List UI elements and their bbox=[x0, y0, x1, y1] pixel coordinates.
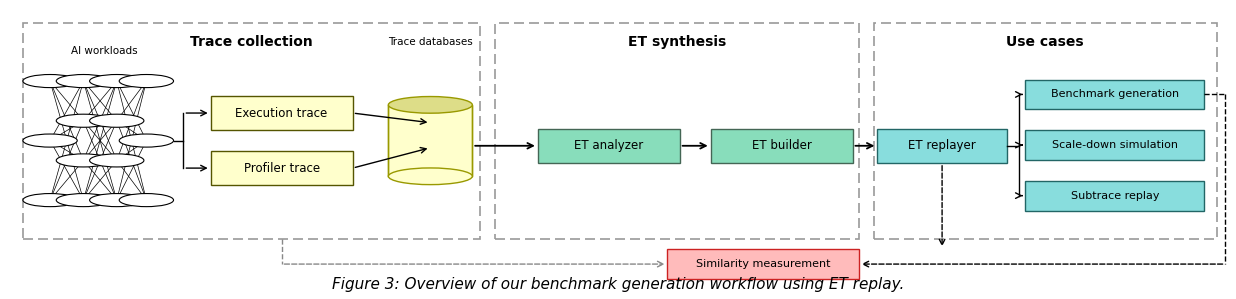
Circle shape bbox=[23, 134, 77, 147]
FancyBboxPatch shape bbox=[1026, 130, 1204, 160]
Circle shape bbox=[23, 193, 77, 207]
FancyBboxPatch shape bbox=[1026, 80, 1204, 109]
Text: Figure 3: Overview of our benchmark generation workflow using ET replay.: Figure 3: Overview of our benchmark gene… bbox=[331, 277, 905, 292]
Circle shape bbox=[57, 114, 110, 127]
Ellipse shape bbox=[388, 97, 472, 113]
Text: Use cases: Use cases bbox=[1006, 35, 1084, 49]
Text: Trace collection: Trace collection bbox=[190, 35, 313, 49]
Circle shape bbox=[23, 74, 77, 88]
FancyBboxPatch shape bbox=[711, 129, 853, 163]
Circle shape bbox=[89, 114, 143, 127]
Circle shape bbox=[119, 134, 173, 147]
Circle shape bbox=[57, 154, 110, 167]
Text: Execution trace: Execution trace bbox=[235, 106, 328, 120]
FancyBboxPatch shape bbox=[388, 105, 472, 176]
Text: ET replayer: ET replayer bbox=[908, 139, 976, 152]
Text: ET builder: ET builder bbox=[751, 139, 812, 152]
FancyBboxPatch shape bbox=[210, 151, 352, 185]
Text: Subtrace replay: Subtrace replay bbox=[1070, 191, 1159, 201]
FancyBboxPatch shape bbox=[538, 129, 680, 163]
Text: Benchmark generation: Benchmark generation bbox=[1051, 89, 1179, 100]
FancyBboxPatch shape bbox=[878, 129, 1007, 163]
Text: Similarity measurement: Similarity measurement bbox=[696, 259, 831, 269]
Text: Scale-down simulation: Scale-down simulation bbox=[1052, 140, 1178, 150]
Text: ET synthesis: ET synthesis bbox=[628, 35, 726, 49]
FancyBboxPatch shape bbox=[1026, 181, 1204, 210]
FancyBboxPatch shape bbox=[210, 96, 352, 130]
Text: Profiler trace: Profiler trace bbox=[243, 161, 320, 175]
Circle shape bbox=[89, 193, 143, 207]
Circle shape bbox=[89, 74, 143, 88]
Circle shape bbox=[119, 74, 173, 88]
Ellipse shape bbox=[388, 168, 472, 184]
Text: AI workloads: AI workloads bbox=[72, 46, 137, 56]
Text: Trace databases: Trace databases bbox=[388, 37, 472, 47]
Circle shape bbox=[57, 74, 110, 88]
Circle shape bbox=[57, 193, 110, 207]
Circle shape bbox=[119, 193, 173, 207]
FancyBboxPatch shape bbox=[667, 249, 859, 279]
Text: ET analyzer: ET analyzer bbox=[574, 139, 644, 152]
Circle shape bbox=[89, 154, 143, 167]
